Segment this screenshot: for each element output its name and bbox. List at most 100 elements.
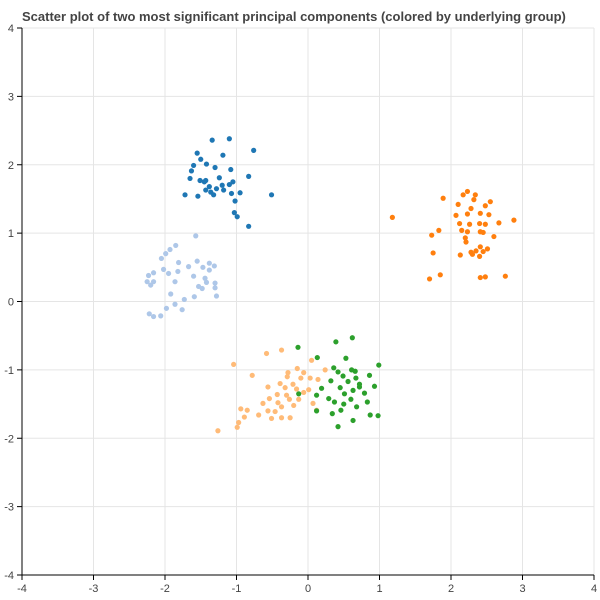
data-point bbox=[477, 274, 483, 281]
data-point bbox=[173, 242, 179, 249]
data-point bbox=[463, 239, 469, 245]
data-point bbox=[202, 275, 208, 281]
data-point bbox=[482, 221, 488, 227]
data-point bbox=[206, 267, 212, 273]
data-point bbox=[228, 190, 235, 197]
data-point bbox=[349, 335, 355, 341]
data-point bbox=[329, 411, 335, 417]
data-point bbox=[298, 375, 304, 381]
data-point bbox=[366, 372, 373, 378]
data-point bbox=[163, 251, 169, 257]
y-tick-label: 1 bbox=[8, 228, 14, 240]
data-point bbox=[429, 232, 435, 238]
data-point bbox=[456, 220, 463, 227]
data-point bbox=[145, 272, 152, 279]
data-point bbox=[331, 365, 337, 371]
data-point bbox=[256, 412, 262, 418]
data-point bbox=[459, 227, 465, 233]
data-point bbox=[468, 205, 474, 212]
data-point bbox=[194, 150, 200, 156]
data-point bbox=[307, 375, 313, 381]
data-point bbox=[460, 192, 466, 198]
data-point bbox=[200, 264, 206, 270]
y-tick-label: 0 bbox=[8, 297, 14, 309]
data-point bbox=[182, 192, 188, 198]
data-point bbox=[426, 276, 433, 282]
data-point bbox=[209, 137, 215, 143]
data-point bbox=[150, 270, 157, 276]
data-point bbox=[231, 210, 237, 216]
data-point bbox=[480, 248, 486, 255]
data-point bbox=[238, 406, 244, 412]
data-point bbox=[213, 186, 220, 192]
data-point bbox=[206, 184, 212, 190]
data-point bbox=[333, 339, 339, 345]
data-point bbox=[287, 415, 293, 421]
data-point bbox=[511, 217, 517, 223]
data-point bbox=[389, 214, 395, 220]
data-point bbox=[440, 195, 446, 201]
data-point bbox=[278, 347, 285, 353]
data-point bbox=[466, 221, 473, 227]
data-point bbox=[148, 282, 154, 288]
data-point bbox=[477, 210, 483, 216]
data-point bbox=[187, 175, 193, 182]
grid bbox=[21, 27, 595, 576]
data-point bbox=[188, 168, 195, 174]
data-point bbox=[231, 361, 237, 368]
data-point bbox=[278, 404, 285, 410]
y-tick-label: -3 bbox=[4, 502, 14, 514]
data-point bbox=[352, 368, 358, 374]
data-point bbox=[291, 402, 297, 409]
series-1 bbox=[144, 233, 220, 320]
data-point bbox=[268, 415, 275, 422]
data-point bbox=[212, 280, 218, 286]
data-point bbox=[371, 383, 378, 389]
x-tick-label: 1 bbox=[376, 583, 382, 595]
y-tick-label: 4 bbox=[8, 23, 14, 35]
data-point bbox=[194, 258, 200, 264]
data-point bbox=[471, 197, 477, 203]
data-point bbox=[361, 390, 368, 396]
data-point bbox=[197, 177, 203, 184]
data-point bbox=[228, 166, 234, 173]
data-point bbox=[376, 362, 382, 368]
data-point bbox=[464, 229, 471, 235]
data-point bbox=[206, 260, 212, 266]
data-point bbox=[244, 407, 250, 413]
data-point bbox=[331, 399, 338, 405]
data-point bbox=[150, 279, 157, 285]
x-tick-label: 2 bbox=[448, 583, 454, 595]
data-point bbox=[274, 391, 280, 398]
data-point bbox=[185, 264, 192, 270]
data-point bbox=[430, 250, 436, 256]
data-point bbox=[277, 380, 283, 387]
data-point bbox=[282, 385, 288, 391]
data-point bbox=[306, 387, 312, 393]
data-point bbox=[343, 355, 349, 361]
data-point bbox=[272, 408, 278, 415]
data-point bbox=[275, 400, 281, 406]
data-point bbox=[310, 400, 316, 406]
data-point bbox=[158, 313, 164, 319]
data-point bbox=[198, 156, 204, 162]
data-point bbox=[464, 188, 471, 195]
data-point bbox=[234, 214, 240, 220]
data-point bbox=[314, 354, 320, 361]
data-point bbox=[236, 419, 242, 426]
data-point bbox=[212, 285, 218, 291]
data-point bbox=[477, 220, 483, 227]
data-point bbox=[246, 223, 252, 229]
data-point bbox=[175, 268, 181, 275]
data-point bbox=[293, 386, 300, 392]
x-tick-label: -1 bbox=[232, 583, 242, 595]
data-point bbox=[502, 273, 508, 279]
x-tick-label: 3 bbox=[519, 583, 525, 595]
data-point bbox=[318, 385, 325, 391]
data-point bbox=[226, 181, 232, 188]
data-point bbox=[437, 272, 443, 278]
data-point bbox=[203, 161, 210, 167]
data-point bbox=[144, 279, 150, 285]
data-point bbox=[251, 147, 257, 153]
data-point bbox=[354, 404, 360, 410]
